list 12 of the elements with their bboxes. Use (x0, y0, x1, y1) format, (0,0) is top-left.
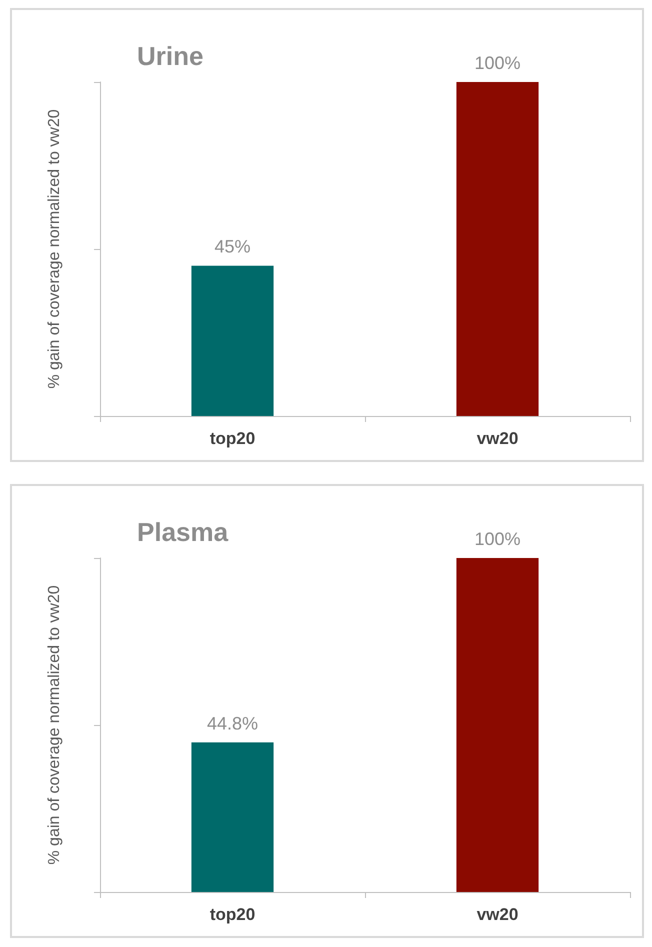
data-label: 100% (474, 53, 521, 73)
chart-title: Plasma (137, 517, 229, 547)
y-axis-title: % gain of coverage normalized to vw20 (46, 585, 63, 865)
x-tick-label: vw20 (476, 429, 518, 448)
y-axis-title: % gain of coverage normalized to vw20 (46, 109, 63, 389)
x-tick-label: top20 (210, 429, 256, 448)
chart-title: Urine (137, 41, 204, 71)
data-label: 100% (474, 529, 521, 549)
x-tick-label: top20 (210, 905, 256, 924)
data-label: 45% (214, 236, 251, 257)
data-label: 44.8% (206, 713, 258, 734)
x-tick-label: vw20 (476, 905, 518, 924)
